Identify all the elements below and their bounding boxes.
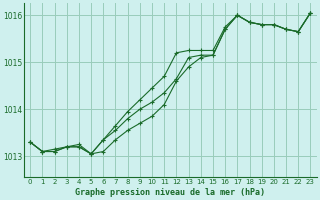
X-axis label: Graphe pression niveau de la mer (hPa): Graphe pression niveau de la mer (hPa) [75, 188, 265, 197]
